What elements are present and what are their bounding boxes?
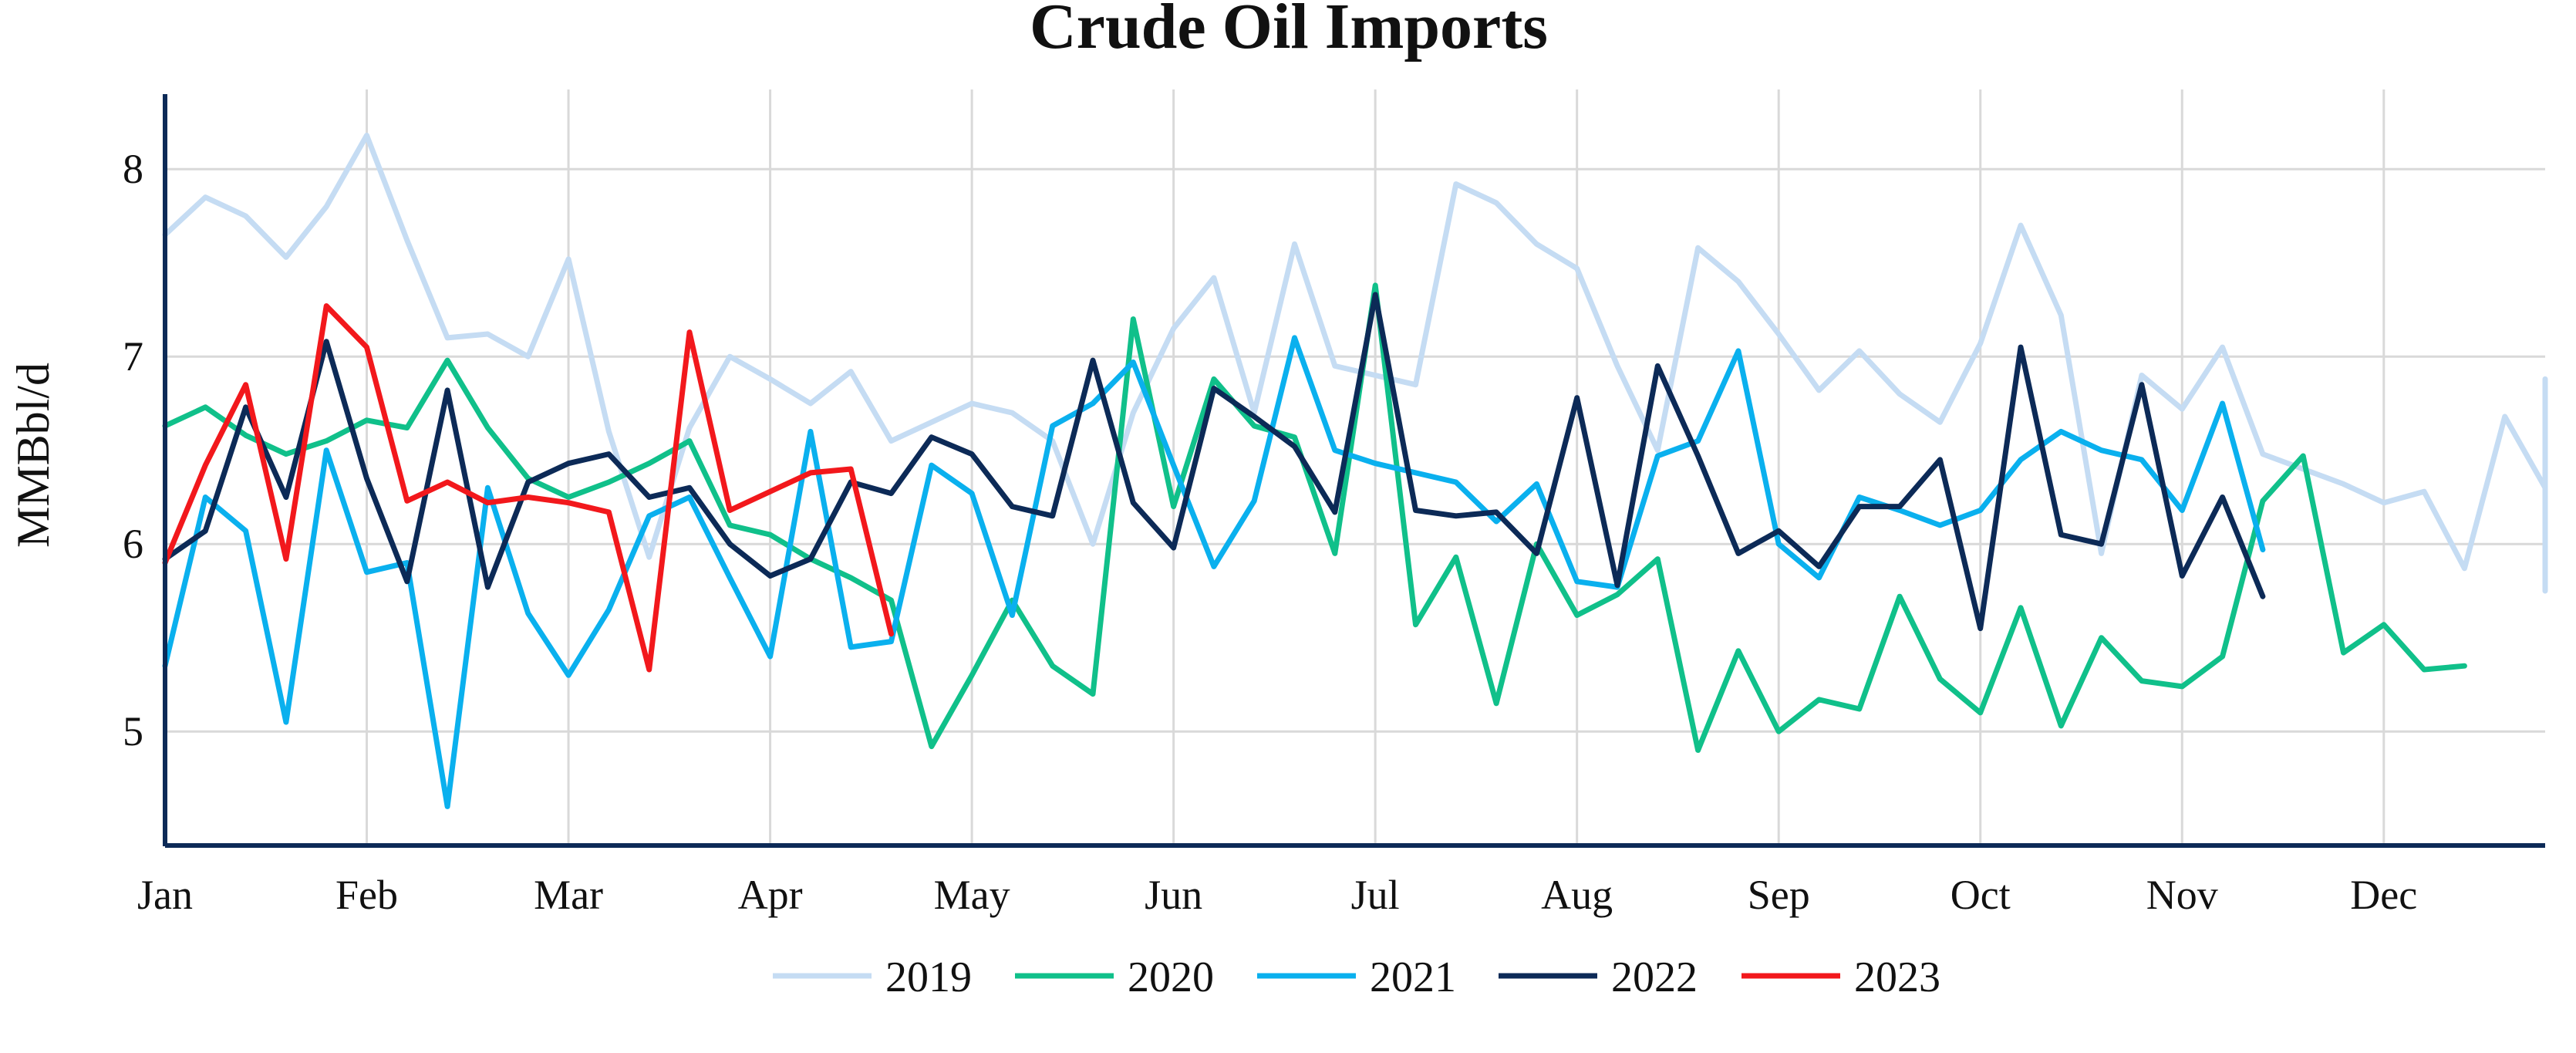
legend-label-2020: 2020 [1128,953,1214,1001]
x-tick-label: Apr [738,872,803,918]
legend-label-2021: 2021 [1370,953,1456,1001]
chart-title: Crude Oil Imports [1030,0,1548,62]
x-tick-label: Aug [1541,872,1613,918]
y-tick-label: 5 [123,708,143,754]
series-line-2021 [162,335,2266,809]
series-line-2023 [162,303,894,673]
x-tick-label: Nov [2146,872,2218,918]
x-tick-label: Jan [137,872,193,918]
x-tick-label: May [934,872,1010,918]
x-tick-label: Oct [1951,872,2011,918]
y-tick-label: 7 [123,333,143,380]
x-tick-label: Feb [335,872,398,918]
legend-label-2023: 2023 [1854,953,1940,1001]
grid-lines [165,89,2545,844]
legend-label-2019: 2019 [885,953,972,1001]
x-tick-label: Jul [1351,872,1400,918]
series-line-2019 [162,133,2548,594]
legend: 2019 2020 2021 2022 2023 [773,953,1940,1001]
y-tick-label: 6 [123,521,143,567]
y-tick-label: 8 [123,146,143,192]
x-tick-label: Mar [534,872,603,918]
axes [163,94,2545,848]
series-line-2020 [162,282,2467,753]
y-axis-label: MMBbl/d [8,363,59,548]
x-tick-label: Dec [2350,872,2417,918]
tick-labels: 5 6 7 8 Jan Feb Mar Apr May Jun Jul Aug Sep Oct Nov Dec [123,146,2417,918]
x-tick-label: Sep [1748,872,1810,918]
series-lines [162,133,2548,809]
legend-label-2022: 2022 [1611,953,1698,1001]
series-line-2022 [162,292,2266,632]
x-tick-label: Jun [1145,872,1202,918]
